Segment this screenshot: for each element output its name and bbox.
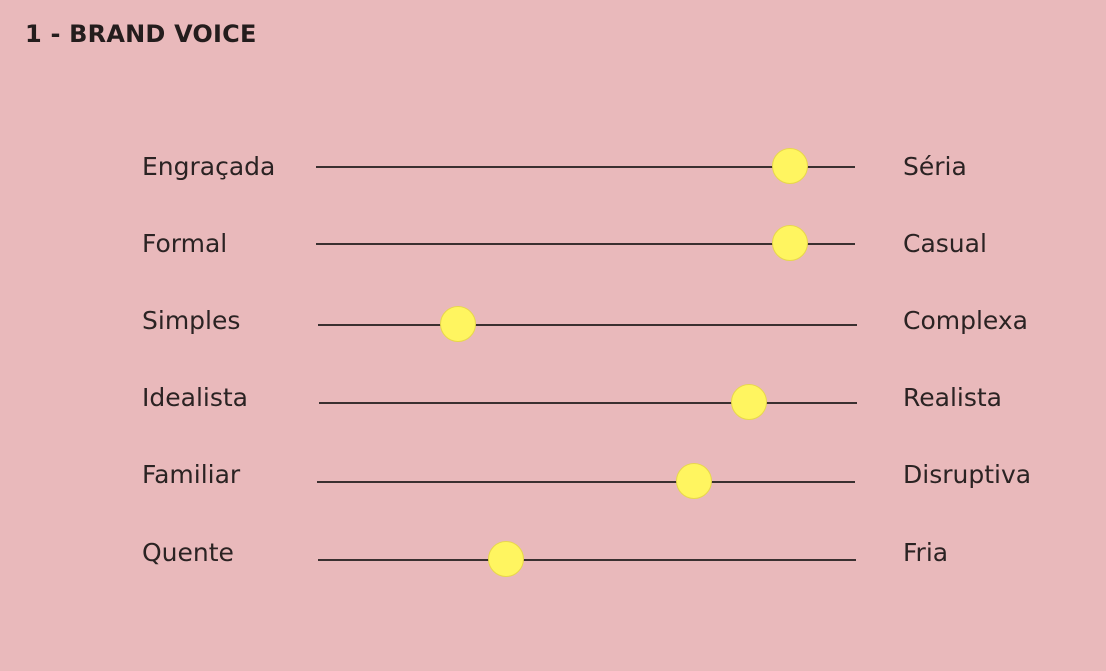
slider-right-label: Casual [903, 229, 987, 258]
slider-left-label: Formal [142, 229, 228, 258]
slider-right-label: Complexa [903, 306, 1028, 335]
page-title: 1 - BRAND VOICE [25, 20, 257, 48]
slider-row: Idealista Realista [0, 378, 1106, 420]
slider-left-label: Simples [142, 306, 241, 335]
slider-right-label: Fria [903, 538, 949, 567]
slider-track[interactable] [318, 324, 857, 326]
slider-track[interactable] [319, 402, 857, 404]
slider-left-label: Familiar [142, 460, 241, 489]
slider-left-label: Quente [142, 538, 234, 567]
slider-row: Familiar Disruptiva [0, 455, 1106, 499]
slider-right-label: Disruptiva [903, 460, 1032, 489]
slider-thumb[interactable] [772, 148, 809, 184]
slider-right-label: Séria [903, 152, 967, 181]
slider-thumb[interactable] [731, 384, 768, 420]
slider-thumb[interactable] [488, 541, 525, 577]
slider-left-label: Engraçada [142, 152, 276, 181]
slider-row: Quente Fria [0, 533, 1106, 577]
slider-row: Formal Casual [0, 224, 1106, 264]
slider-row: Engraçada Séria [0, 147, 1106, 187]
slider-track[interactable] [316, 243, 855, 245]
slider-thumb[interactable] [772, 225, 809, 261]
slider-thumb[interactable] [675, 463, 712, 499]
slider-left-label: Idealista [142, 383, 248, 412]
slider-track[interactable] [318, 559, 856, 561]
slider-thumb[interactable] [440, 306, 477, 342]
slider-track[interactable] [317, 481, 855, 483]
slider-row: Simples Complexa [0, 301, 1106, 342]
slider-right-label: Realista [903, 383, 1002, 412]
slider-track[interactable] [316, 166, 855, 168]
